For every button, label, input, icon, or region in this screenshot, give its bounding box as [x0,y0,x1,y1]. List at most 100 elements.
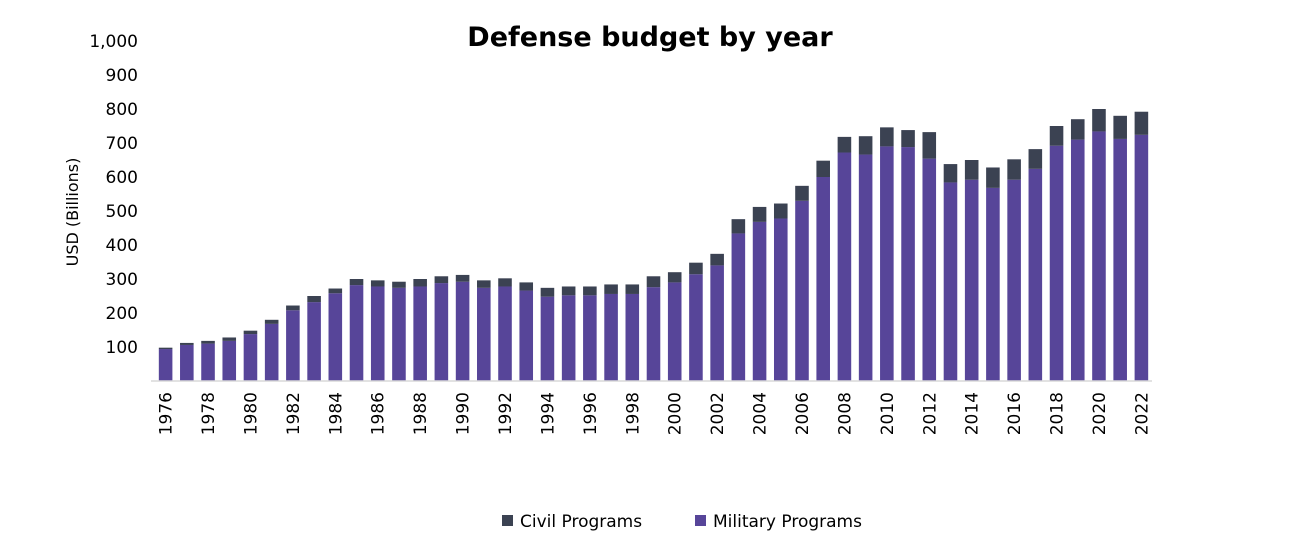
y-axis-ticks: 100 200 300 400 500 600 700 800 900 1,000 [89,32,138,358]
bar-military-2008 [837,152,852,381]
bar-civil-1986 [370,280,385,287]
bar-military-1987 [392,287,406,381]
bar-military-1982 [286,310,300,381]
bar-civil-2004 [752,206,767,222]
bar-civil-1985 [349,279,364,286]
x-tick-label: 1992 [496,392,516,435]
y-tick-label: 700 [106,134,138,154]
bar-civil-2002 [710,253,724,266]
bar-civil-2019 [1070,119,1085,140]
y-tick-label: 800 [106,100,138,120]
bar-military-2014 [964,179,979,381]
y-tick-label: 400 [106,236,138,256]
bar-military-2021 [1113,138,1127,381]
bar-civil-1983 [307,296,321,303]
x-tick-label: 1994 [538,392,558,435]
bar-military-1993 [519,290,534,381]
legend-label-military: Military Programs [713,512,862,532]
bar-civil-2012 [922,132,937,159]
bar-civil-1992 [498,278,512,287]
bar-civil-1995 [561,286,576,296]
bar-civil-2018 [1049,126,1064,146]
y-axis-label: USD (Billions) [63,158,82,267]
bar-military-1991 [477,287,491,381]
bar-civil-1990 [455,274,470,282]
bar-civil-1988 [413,279,427,287]
bar-military-1980 [243,334,258,381]
y-tick-label: 300 [106,270,138,290]
bar-military-2001 [689,274,703,381]
bar-military-2005 [773,218,788,381]
bar-civil-1979 [222,337,237,341]
bar-military-1992 [498,286,512,381]
bar-military-1996 [583,295,597,381]
y-tick-label: 1,000 [89,32,138,52]
bar-civil-2003 [731,219,746,234]
bar-civil-2008 [837,136,852,153]
y-tick-label: 500 [106,202,138,222]
bar-civil-2015 [986,167,1000,188]
bar-military-1983 [307,302,321,381]
x-tick-label: 2016 [1005,392,1025,435]
bar-civil-2005 [773,203,788,219]
bar-military-1990 [455,281,470,381]
x-tick-label: 1998 [623,392,643,435]
x-tick-label: 2022 [1132,392,1152,435]
bars-group [158,109,1149,381]
x-tick-label: 1986 [369,392,389,435]
bar-military-2004 [752,221,767,381]
bar-military-2007 [816,177,830,381]
bar-civil-2020 [1092,109,1106,132]
bar-civil-1981 [264,319,279,324]
x-tick-label: 2006 [793,392,813,435]
x-tick-label: 1982 [284,392,304,435]
bar-military-1979 [222,340,237,381]
bar-civil-1984 [328,288,343,294]
bar-military-1981 [264,323,279,381]
bar-civil-2010 [880,127,894,147]
bar-military-2009 [858,154,873,381]
bar-civil-1989 [434,276,449,284]
bar-civil-2022 [1134,111,1149,135]
legend: Civil Programs Military Programs [502,512,862,532]
bar-military-2016 [1007,179,1021,381]
x-tick-label: 2000 [666,392,686,435]
legend-swatch-military [695,515,706,526]
bar-civil-2009 [858,136,873,155]
bar-civil-2017 [1028,149,1043,169]
bar-military-1976 [158,349,173,381]
bar-civil-2013 [943,164,958,183]
bar-military-2018 [1049,145,1064,381]
x-tick-label: 1996 [581,392,601,435]
bar-civil-1996 [583,286,597,296]
bar-military-2012 [922,158,937,381]
bar-military-1978 [201,343,215,381]
bar-military-2003 [731,233,746,381]
bar-military-2000 [667,282,682,381]
x-tick-label: 2014 [963,392,983,435]
legend-label-civil: Civil Programs [520,512,642,532]
bar-civil-1991 [477,280,491,288]
bar-civil-1987 [392,281,406,288]
bar-military-1985 [349,285,364,381]
y-tick-label: 200 [106,304,138,324]
bar-military-1995 [561,295,576,381]
bar-military-1998 [625,293,640,381]
bar-military-1988 [413,286,427,381]
bar-civil-1978 [201,340,215,344]
bar-military-2006 [795,200,809,381]
bar-military-2010 [880,146,894,381]
bar-civil-2016 [1007,159,1021,180]
x-tick-label: 1988 [411,392,431,435]
x-axis-ticks: 1976 1978 1980 1982 1984 1986 1988 1990 1992 1994… [157,392,1153,435]
x-tick-label: 2008 [835,392,855,435]
y-tick-label: 900 [106,66,138,86]
bar-civil-1982 [286,305,300,311]
bar-military-1977 [180,344,194,381]
bar-military-2020 [1092,131,1106,381]
bar-civil-2006 [795,185,809,201]
x-tick-label: 2010 [878,392,898,435]
x-tick-label: 1984 [326,392,346,435]
bar-civil-2000 [667,272,682,283]
